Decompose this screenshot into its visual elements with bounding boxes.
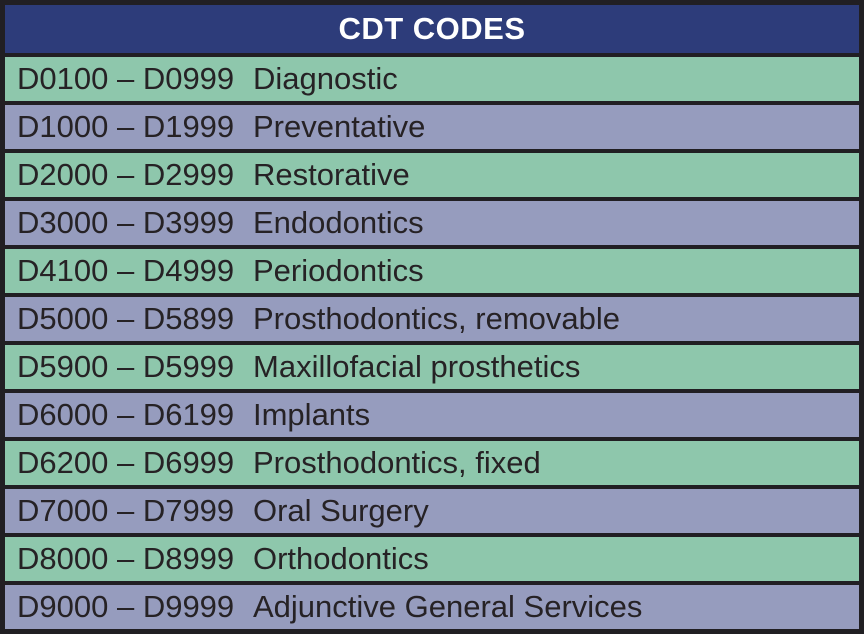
category-label: Orthodontics	[253, 541, 429, 576]
table-row: D0100 – D0999 Diagnostic	[5, 53, 859, 101]
table-row: D6200 – D6999 Prosthodontics, fixed	[5, 437, 859, 485]
table-row: D9000 – D9999 Adjunctive General Service…	[5, 581, 859, 629]
category-label: Preventative	[253, 109, 426, 144]
category-label: Maxillofacial prosthetics	[253, 349, 581, 384]
category-label: Restorative	[253, 157, 410, 192]
code-range: D8000 – D8999	[17, 541, 235, 576]
table-rows: D0100 – D0999 Diagnostic D1000 – D1999 P…	[5, 53, 859, 629]
table-row: D8000 – D8999 Orthodontics	[5, 533, 859, 581]
table-row: D1000 – D1999 Preventative	[5, 101, 859, 149]
code-range: D1000 – D1999	[17, 109, 235, 144]
code-range: D6200 – D6999	[17, 445, 235, 480]
code-range: D3000 – D3999	[17, 205, 235, 240]
table-row: D3000 – D3999 Endodontics	[5, 197, 859, 245]
code-range: D6000 – D6199	[17, 397, 235, 432]
category-label: Diagnostic	[253, 61, 398, 96]
table-row: D4100 – D4999 Periodontics	[5, 245, 859, 293]
category-label: Prosthodontics, removable	[253, 301, 621, 336]
table-row: D5000 – D5899 Prosthodontics, removable	[5, 293, 859, 341]
category-label: Periodontics	[253, 253, 424, 288]
code-range: D5900 – D5999	[17, 349, 235, 384]
table-row: D5900 – D5999 Maxillofacial prosthetics	[5, 341, 859, 389]
code-range: D7000 – D7999	[17, 493, 235, 528]
table-title: CDT CODES	[338, 10, 526, 46]
table-row: D6000 – D6199 Implants	[5, 389, 859, 437]
table-header: CDT CODES	[5, 5, 859, 53]
category-label: Implants	[253, 397, 371, 432]
code-range: D4100 – D4999	[17, 253, 235, 288]
category-label: Adjunctive General Services	[253, 589, 643, 624]
category-label: Endodontics	[253, 205, 424, 240]
code-range: D0100 – D0999	[17, 61, 235, 96]
code-range: D9000 – D9999	[17, 589, 235, 624]
code-range: D5000 – D5899	[17, 301, 235, 336]
table-row: D2000 – D2999 Restorative	[5, 149, 859, 197]
table-row: D7000 – D7999 Oral Surgery	[5, 485, 859, 533]
category-label: Oral Surgery	[253, 493, 429, 528]
code-range: D2000 – D2999	[17, 157, 235, 192]
category-label: Prosthodontics, fixed	[253, 445, 541, 480]
